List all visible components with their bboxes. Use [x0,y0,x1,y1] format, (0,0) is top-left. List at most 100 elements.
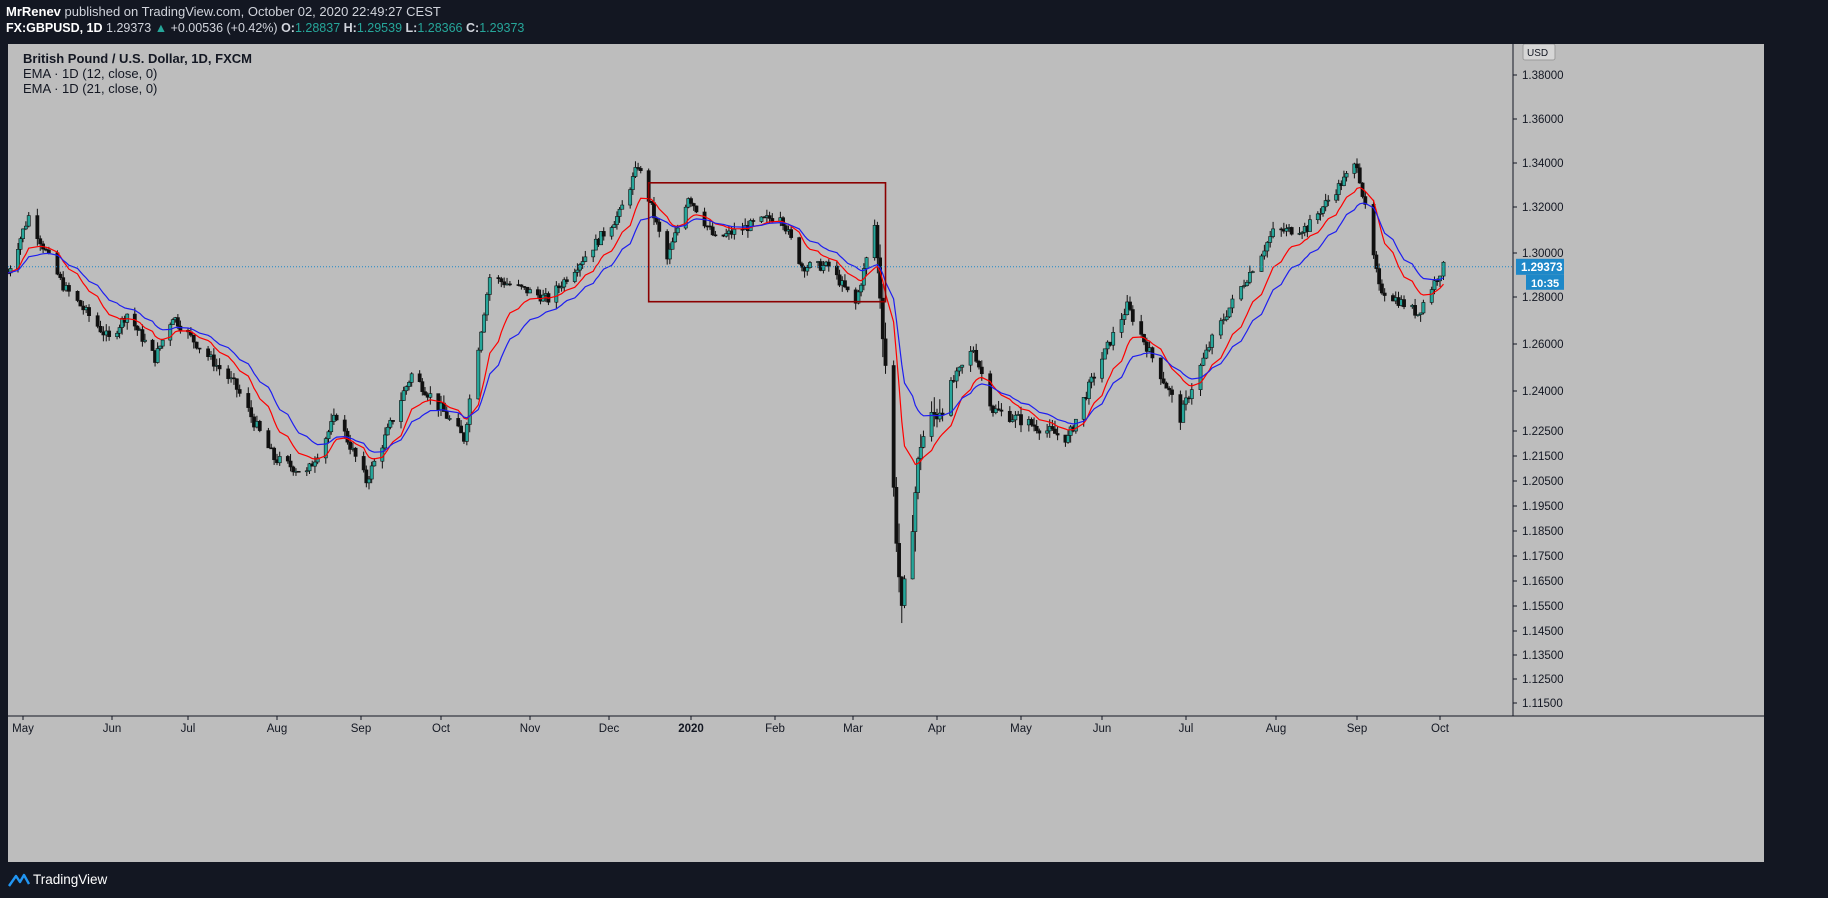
candle-body[interactable] [487,277,492,295]
candle-body[interactable] [1262,250,1267,257]
candle-body[interactable] [464,424,469,442]
candle-body[interactable] [748,220,753,232]
candle-body[interactable] [304,470,309,473]
candle-body[interactable] [789,229,794,238]
candle-body[interactable] [1167,387,1172,391]
candle-body[interactable] [194,341,199,349]
candle-body[interactable] [615,216,619,225]
candle-body[interactable] [1184,397,1188,405]
candle-body[interactable] [583,256,588,262]
candle-body[interactable] [999,409,1004,412]
candle-body[interactable] [1130,309,1135,322]
candle-body[interactable] [797,237,802,264]
candle-body[interactable] [519,284,524,287]
candle-body[interactable] [562,279,567,288]
candle-body[interactable] [891,365,896,488]
candle-body[interactable] [628,189,633,206]
candle-body[interactable] [1055,433,1060,436]
candle-body[interactable] [559,286,564,289]
candle-body[interactable] [211,354,216,367]
candle-body[interactable] [1122,314,1127,320]
candle-body[interactable] [683,206,688,229]
candle-body[interactable] [974,349,979,362]
candle-body[interactable] [591,249,596,258]
candle-body[interactable] [1161,378,1166,384]
candle-body[interactable] [993,408,998,413]
candle-body[interactable] [323,438,328,459]
candle-body[interactable] [135,325,140,331]
candle-body[interactable] [856,291,861,304]
candle-body[interactable] [476,349,481,400]
candle-body[interactable] [26,215,31,227]
candle-body[interactable] [1119,319,1124,333]
candle-body[interactable] [1037,430,1042,434]
candle-body[interactable] [1144,341,1149,352]
candle-body[interactable] [1204,349,1209,359]
candle-body[interactable] [107,330,112,337]
candle-body[interactable] [364,469,369,484]
candle-body[interactable] [1164,382,1169,389]
annotation-rectangle[interactable] [647,182,887,303]
candle-body[interactable] [315,457,320,463]
candle-body[interactable] [21,228,25,239]
candle-body[interactable] [1227,307,1232,318]
candle-body[interactable] [694,205,699,213]
candle-body[interactable] [75,291,80,301]
candle-body[interactable] [456,418,461,427]
candle-body[interactable] [799,263,804,268]
candle-body[interactable] [1284,228,1289,232]
candle-body[interactable] [1100,358,1104,379]
candle-body[interactable] [23,225,28,230]
candle-body[interactable] [1032,424,1036,427]
candle-body[interactable] [206,348,210,358]
candle-body[interactable] [649,200,654,204]
candle-body[interactable] [246,393,251,408]
candle-body[interactable] [535,289,540,296]
candle-body[interactable] [826,261,831,267]
candle-body[interactable] [234,378,239,390]
candle-body[interactable] [897,543,901,578]
candle-body[interactable] [580,261,585,265]
tradingview-brand[interactable]: TradingView [33,872,108,887]
currency-badge[interactable] [1522,44,1556,61]
candle-body[interactable] [673,232,678,243]
candle-body[interactable] [1413,305,1418,316]
candle-body[interactable] [175,317,180,327]
candle-body[interactable] [949,380,953,416]
candle-body[interactable] [428,393,433,398]
candle-body[interactable] [78,300,83,307]
candle-body[interactable] [115,332,119,337]
candle-body[interactable] [35,215,40,239]
candle-body[interactable] [95,315,100,327]
candle-body[interactable] [996,408,1001,411]
candle-body[interactable] [61,277,66,291]
candle-body[interactable] [1418,312,1423,315]
legend-title[interactable]: British Pound / U.S. Dollar, 1D, FXCM [23,51,252,66]
candle-body[interactable] [140,329,145,342]
candle-body[interactable] [391,420,395,422]
candle-body[interactable] [1239,286,1244,300]
candle-body[interactable] [272,447,277,461]
candle-body[interactable] [1089,376,1094,383]
candle-body[interactable] [1111,332,1116,346]
candle-body[interactable] [979,366,984,375]
candle-body[interactable] [1432,280,1437,290]
candle-body[interactable] [372,460,377,467]
candle-body[interactable] [751,220,756,222]
candle-body[interactable] [1318,213,1323,215]
candle-body[interactable] [1363,196,1368,205]
candle-body[interactable] [1066,435,1070,443]
candle-body[interactable] [1158,357,1163,380]
candle-body[interactable] [383,434,387,449]
candle-body[interactable] [217,365,222,370]
candle-body[interactable] [482,314,486,333]
candle-body[interactable] [1221,319,1226,322]
candle-body[interactable] [1374,254,1379,269]
candlestick-chart[interactable]: 1.38000 1.36000 1.34000 1.32000 1.30000 1.280… [8,44,1764,862]
candle-body[interactable] [988,373,993,407]
candle-body[interactable] [1415,314,1420,316]
candle-body[interactable] [98,326,103,333]
candle-body[interactable] [58,273,63,278]
candle-body[interactable] [667,248,672,260]
candle-body[interactable] [1344,173,1349,178]
